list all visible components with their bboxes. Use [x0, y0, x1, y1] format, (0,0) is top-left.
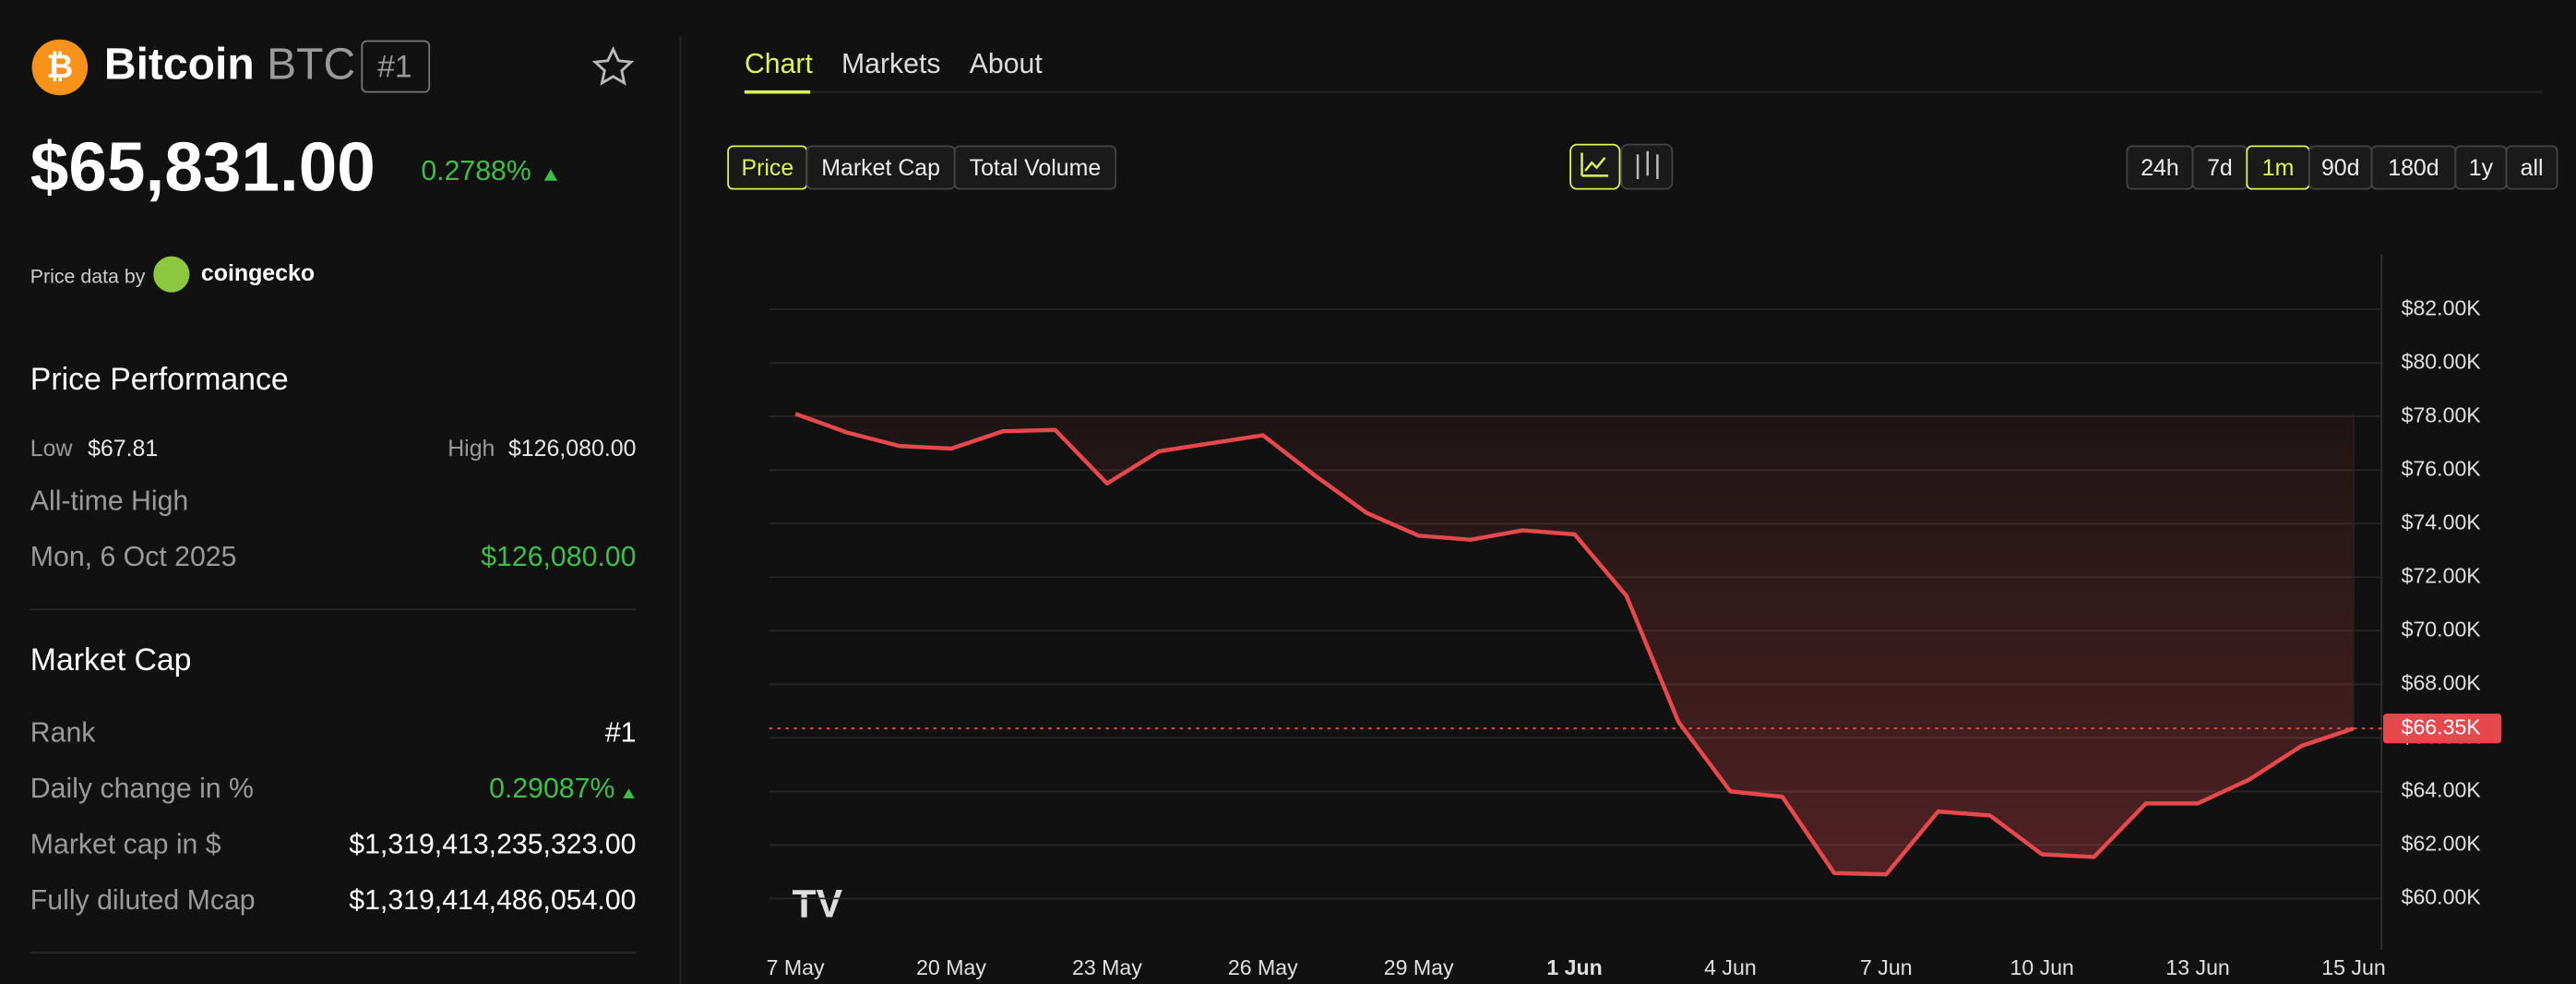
y-tick-label: $62.00K — [2402, 831, 2482, 855]
button-label: 1m — [2262, 155, 2295, 181]
x-tick-label: 29 May — [1384, 955, 1454, 979]
y-tick-label: $78.00K — [2402, 402, 2482, 426]
low-value: $67.81 — [88, 436, 158, 462]
ath-date: Mon, 6 Oct 2025 — [30, 542, 237, 572]
tab[interactable]: About — [970, 49, 1044, 79]
coin-symbol: BTC — [267, 41, 355, 90]
x-tick-label: 7 Jun — [1860, 955, 1913, 979]
price-line — [794, 412, 2355, 877]
coin-name: Bitcoin — [104, 41, 255, 90]
row-value: 0.29087% — [489, 774, 614, 804]
tab[interactable]: Markets — [841, 49, 941, 79]
row-label: Fully diluted Mcap — [30, 885, 256, 916]
x-tick-label: 15 Jun — [2321, 955, 2385, 979]
x-tick-label: 26 May — [1228, 955, 1298, 979]
ath-value: $126,080.00 — [481, 542, 636, 572]
y-tick-label: $82.00K — [2402, 295, 2482, 319]
tab[interactable]: Chart — [745, 49, 814, 79]
button-label: 1y — [2469, 155, 2494, 181]
section-title: Price Performance — [30, 362, 289, 397]
button[interactable] — [953, 145, 1117, 190]
x-tick-label: 20 May — [916, 955, 986, 979]
btc-logo — [31, 39, 89, 96]
rank-badge-box — [361, 40, 431, 93]
section-title: Market Cap — [30, 642, 192, 678]
up-arrow — [623, 788, 635, 798]
x-tick-label: 4 Jun — [1704, 955, 1757, 979]
button-label: 90d — [2321, 155, 2360, 181]
btc-glyph: ₿ — [46, 48, 73, 85]
x-tick-label: 13 Jun — [2165, 955, 2229, 979]
last-price-label: $66.35K — [2402, 714, 2482, 738]
area — [795, 414, 2354, 875]
x-tick-label: 10 Jun — [2010, 955, 2073, 979]
y-tick-label: $68.00K — [2402, 670, 2482, 694]
y-tick-label: $74.00K — [2402, 510, 2482, 534]
high-label: High — [447, 436, 495, 462]
high-value: $126,080.00 — [508, 436, 637, 462]
button[interactable] — [2505, 145, 2558, 190]
price: $65,831.00 — [30, 128, 376, 206]
source-prefix: Price data by — [30, 265, 146, 287]
ath-label: All-time High — [30, 486, 188, 517]
gecko-logo — [153, 256, 190, 293]
button-label: all — [2521, 155, 2544, 181]
low-label: Low — [30, 436, 74, 462]
line-icon — [1580, 152, 1609, 177]
button-label: 180d — [2388, 155, 2439, 181]
button-label: Market Cap — [821, 155, 940, 181]
candle-icon — [1636, 150, 1659, 179]
y-tick-label: $60.00K — [2402, 884, 2482, 908]
row-value: #1 — [605, 717, 637, 748]
up-arrow — [543, 169, 558, 181]
x-tick-label: 1 Jun — [1546, 955, 1602, 979]
y-tick-label: $80.00K — [2402, 349, 2482, 373]
button-label: Total Volume — [970, 155, 1102, 181]
last-price-badge — [2383, 714, 2502, 744]
button-label: 7d — [2207, 155, 2233, 181]
price-change: 0.2788% — [421, 156, 531, 186]
row-label: Daily change in % — [30, 774, 254, 804]
row-value: $1,319,414,486,054.00 — [349, 885, 636, 916]
favorite-star[interactable] — [591, 46, 635, 86]
button-label: Price — [741, 155, 793, 181]
tv-watermark: TV — [793, 882, 843, 927]
button-label: 24h — [2141, 155, 2179, 181]
y-tick-label: $76.00K — [2402, 456, 2482, 480]
row-label: Rank — [30, 717, 96, 748]
x-tick-label: 23 May — [1072, 955, 1142, 979]
rank-badge: #1 — [377, 50, 412, 85]
y-tick-label: $72.00K — [2402, 563, 2482, 587]
x-tick-label: 7 May — [767, 955, 825, 979]
y-tick-label: $64.00K — [2402, 777, 2482, 801]
row-label: Market cap in $ — [30, 829, 221, 859]
y-tick-label: $70.00K — [2402, 617, 2482, 641]
row-value: $1,319,413,235,323.00 — [349, 829, 636, 859]
source: coingecko — [201, 260, 315, 286]
